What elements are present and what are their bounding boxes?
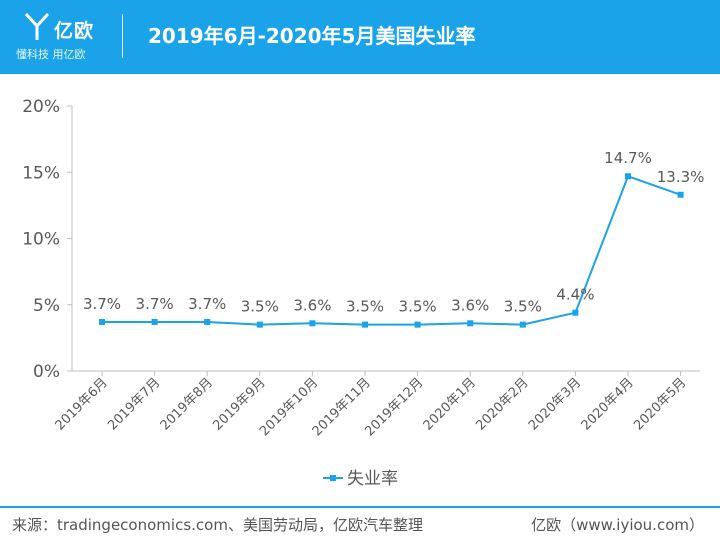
data-point xyxy=(99,318,105,325)
x-tick-label: 2019年6月 xyxy=(53,375,111,433)
data-label: 3.7% xyxy=(83,295,121,313)
data-point xyxy=(625,173,631,180)
data-point xyxy=(309,320,316,327)
x-tick-label: 2019年8月 xyxy=(158,375,216,433)
data-point xyxy=(151,318,158,325)
data-label: 3.7% xyxy=(136,295,174,313)
header-divider xyxy=(122,14,123,58)
data-label: 3.5% xyxy=(399,298,437,316)
data-label: 3.5% xyxy=(346,298,384,316)
footer-divider xyxy=(0,506,720,508)
series-line xyxy=(102,174,681,326)
y-tick-label: 0% xyxy=(33,362,60,382)
logo: 亿欧 懂科技 用亿欧 xyxy=(14,10,106,66)
logo-slogan: 懂科技 用亿欧 xyxy=(16,48,86,61)
x-tick-label: 2020年3月 xyxy=(526,375,584,433)
x-tick-label: 2020年5月 xyxy=(631,375,689,433)
data-point xyxy=(677,191,684,198)
data-point xyxy=(519,321,526,328)
header-banner: 亿欧 懂科技 用亿欧 2019年6月-2020年5月美国失业率 xyxy=(0,0,720,74)
data-point xyxy=(414,321,421,328)
data-point xyxy=(467,320,474,327)
y-tick-label: 15% xyxy=(22,163,60,183)
page-title: 2019年6月-2020年5月美国失业率 xyxy=(148,24,476,48)
data-label: 3.6% xyxy=(293,296,331,314)
data-point xyxy=(204,318,211,325)
x-tick-label: 2020年4月 xyxy=(579,375,637,433)
data-point xyxy=(572,309,579,316)
data-label: 14.7% xyxy=(604,149,652,167)
y-tick-label: 10% xyxy=(22,230,60,250)
legend-label: 失业率 xyxy=(347,469,398,489)
y-tick-label: 20% xyxy=(22,97,60,117)
logo-icon xyxy=(24,12,50,40)
data-label: 3.5% xyxy=(241,298,279,316)
y-tick-label: 5% xyxy=(33,296,60,316)
data-label: 13.3% xyxy=(657,168,705,186)
x-tick-label: 2019年7月 xyxy=(105,375,163,433)
data-point xyxy=(362,321,368,328)
data-label: 3.6% xyxy=(451,296,489,314)
data-label: 3.7% xyxy=(188,295,226,313)
data-label: 3.5% xyxy=(504,298,542,316)
line-chart: 0%5%10%15%20%2019年6月2019年7月2019年8月2019年9… xyxy=(22,97,705,489)
data-label: 4.4% xyxy=(556,286,594,304)
logo-name: 亿欧 xyxy=(54,20,95,42)
x-tick-label: 2020年2月 xyxy=(473,375,531,433)
source-note: 来源：tradingeconomics.com、美国劳动局，亿欧汽车整理 xyxy=(12,516,423,534)
legend-marker xyxy=(330,475,336,481)
data-point xyxy=(256,321,263,328)
brand-url: 亿欧（www.iyiou.com） xyxy=(531,516,704,534)
x-tick-label: 2020年1月 xyxy=(421,375,479,433)
